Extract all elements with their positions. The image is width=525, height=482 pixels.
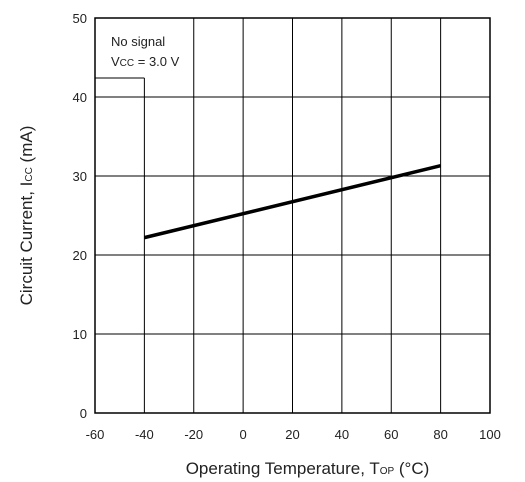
annotation-box: No signal VCC = 3.0 V bbox=[111, 34, 180, 69]
x-tick-label: 60 bbox=[384, 427, 398, 442]
x-tick-labels: -60 -40 -20 0 20 40 60 80 100 bbox=[86, 427, 501, 442]
grid bbox=[95, 18, 490, 413]
x-tick-label: 20 bbox=[285, 427, 299, 442]
series-layer bbox=[143, 164, 442, 240]
annotation-line-2: VCC = 3.0 V bbox=[111, 54, 180, 69]
x-tick-label: -20 bbox=[184, 427, 203, 442]
x-tick-label: 40 bbox=[335, 427, 349, 442]
y-tick-label: 30 bbox=[73, 169, 87, 184]
annotation-line-1: No signal bbox=[111, 34, 165, 49]
plot-frame bbox=[94, 17, 491, 414]
y-tick-label: 20 bbox=[73, 248, 87, 263]
x-tick-label: 0 bbox=[240, 427, 247, 442]
series-line-0 bbox=[143, 164, 442, 240]
y-tick-label: 50 bbox=[73, 11, 87, 26]
x-axis-label: Operating Temperature, TOP (°C) bbox=[186, 459, 430, 478]
x-tick-label: -40 bbox=[135, 427, 154, 442]
y-tick-label: 0 bbox=[80, 406, 87, 421]
x-tick-label: -60 bbox=[86, 427, 105, 442]
y-tick-label: 10 bbox=[73, 327, 87, 342]
y-tick-labels: 0 10 20 30 40 50 bbox=[73, 11, 87, 421]
y-axis-label: Circuit Current, ICC (mA) bbox=[17, 126, 36, 306]
x-tick-label: 100 bbox=[479, 427, 501, 442]
y-tick-label: 40 bbox=[73, 90, 87, 105]
x-tick-label: 80 bbox=[433, 427, 447, 442]
